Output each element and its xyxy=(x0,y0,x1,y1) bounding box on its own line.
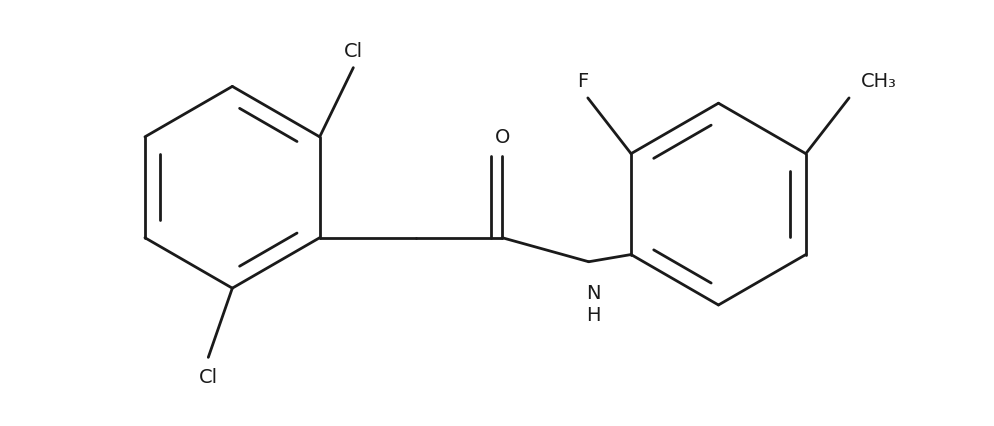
Text: N
H: N H xyxy=(586,283,600,324)
Text: Cl: Cl xyxy=(344,42,363,61)
Text: O: O xyxy=(495,128,510,147)
Text: CH₃: CH₃ xyxy=(861,72,897,91)
Text: Cl: Cl xyxy=(199,367,218,386)
Text: F: F xyxy=(578,72,588,91)
